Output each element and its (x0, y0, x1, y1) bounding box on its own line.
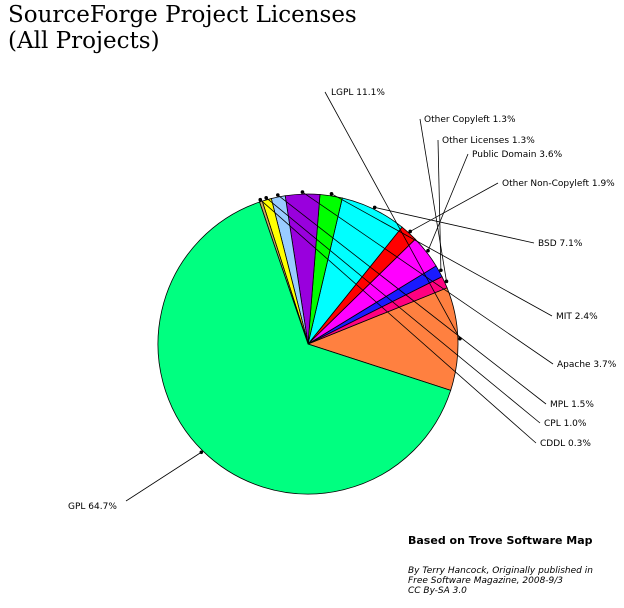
leader-line (374, 207, 535, 244)
leader-arrow (264, 196, 268, 200)
slice-label: MPL 1.5% (550, 400, 594, 410)
leader-arrow (276, 193, 280, 197)
credit-text: By Terry Hancock, Originally published i… (408, 566, 593, 596)
pie-slice-gpl (157, 201, 452, 495)
leader-arrow (199, 450, 204, 455)
leader-line (419, 118, 447, 282)
slice-label: CPL 1.0% (544, 419, 587, 429)
slice-label: Public Domain 3.6% (472, 150, 563, 160)
leader-line (265, 197, 541, 424)
leader-line (125, 451, 202, 502)
leader-line (324, 91, 461, 339)
leader-line (259, 199, 537, 444)
leader-line (331, 193, 553, 317)
leader-line (302, 191, 554, 365)
leader-arrow (300, 190, 305, 194)
slice-label: MIT 2.4% (556, 312, 598, 322)
credit-line-2: Free Software Magazine, 2008-9/3 (408, 576, 564, 586)
chart-title-line-2: (All Projects) (8, 28, 160, 54)
leader-arrow (408, 229, 412, 234)
leader-arrow (426, 248, 430, 253)
chart-title: SourceForge Project Licenses (All Projec… (8, 2, 357, 54)
leader-arrow (444, 279, 449, 284)
leader-line (427, 153, 469, 251)
leader-arrow (372, 205, 377, 210)
slice-label: Other Non-Copyleft 1.9% (502, 179, 615, 189)
slice-label: GPL 64.7% (68, 502, 117, 512)
leader-line (437, 139, 442, 271)
slice-label: Other Licenses 1.3% (442, 136, 535, 146)
slice-label: LGPL 11.1% (331, 88, 385, 98)
pie-slices (157, 193, 459, 495)
source-title: Based on Trove Software Map (408, 534, 593, 547)
leader-line (409, 182, 499, 232)
slice-label: Other Copyleft 1.3% (424, 115, 516, 125)
leader-lines (125, 91, 554, 502)
leader-line (277, 194, 547, 405)
credit-line-3: CC By-SA 3.0 (408, 586, 467, 596)
leader-arrow (258, 197, 263, 202)
leader-arrow (329, 192, 334, 196)
slice-label: Apache 3.7% (557, 360, 617, 370)
slice-label: CDDL 0.3% (540, 439, 591, 449)
credit-line-1: By Terry Hancock, Originally published i… (408, 566, 593, 576)
slice-label: BSD 7.1% (538, 239, 583, 249)
slice-labels: LGPL 11.1% Other Copyleft 1.3% Other Licen… (68, 88, 617, 512)
chart-title-line-1: SourceForge Project Licenses (8, 2, 357, 28)
leader-arrow (439, 268, 443, 273)
